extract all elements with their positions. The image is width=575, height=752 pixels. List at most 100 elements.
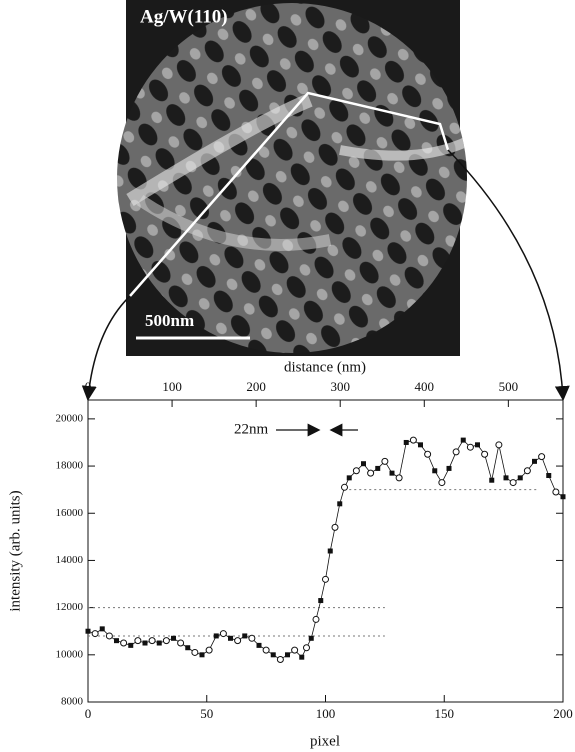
data-point	[495, 441, 503, 449]
data-point	[532, 458, 537, 464]
data-point	[481, 450, 489, 458]
data-point	[299, 654, 305, 660]
y-tick-label: 8000	[61, 696, 84, 708]
data-point	[213, 633, 219, 639]
data-point	[352, 467, 360, 475]
data-point	[503, 475, 509, 481]
x-tick-label: 50	[200, 706, 213, 721]
data-point	[367, 469, 375, 477]
data-point	[308, 635, 314, 641]
y-tick-label: 12000	[56, 601, 84, 613]
x2-tick-label: 300	[330, 379, 350, 394]
data-point	[134, 637, 142, 645]
data-point	[91, 630, 99, 638]
data-point	[418, 442, 423, 448]
y-tick-label: 10000	[56, 648, 84, 660]
data-point	[256, 642, 262, 648]
data-point	[171, 635, 176, 641]
data-point	[489, 477, 495, 483]
data-point	[560, 494, 566, 500]
image-label: Ag/W(110)	[140, 6, 228, 27]
data-point	[177, 639, 185, 647]
data-point	[452, 448, 460, 456]
data-point	[228, 635, 233, 641]
data-point	[191, 648, 199, 656]
data-point	[156, 640, 162, 646]
micrograph: Ag/W(110) 500nm	[117, 0, 467, 356]
data-point	[381, 457, 389, 465]
y-axis-label: intensity (arb. units)	[7, 490, 23, 611]
x2-tick-label: 100	[162, 379, 182, 394]
data-point	[262, 646, 270, 654]
data-point	[538, 453, 546, 461]
x-axis-label: pixel	[310, 733, 340, 749]
data-point	[546, 473, 552, 478]
data-point	[205, 646, 213, 654]
y-tick-label: 16000	[56, 507, 84, 519]
data-point	[291, 646, 299, 654]
data-point	[327, 548, 333, 554]
data-point	[389, 470, 395, 476]
data-point	[322, 575, 329, 583]
data-point	[162, 637, 170, 645]
data-point	[199, 652, 205, 658]
x-tick-label: 150	[435, 706, 455, 721]
data-point	[523, 467, 531, 475]
data-point	[424, 450, 432, 458]
data-point	[105, 632, 113, 640]
data-point	[466, 443, 474, 451]
zoom-arrow	[81, 295, 131, 401]
data-point	[438, 479, 446, 487]
x2-axis-label: distance (nm)	[284, 359, 366, 375]
data-point	[409, 436, 417, 444]
zoom-arrow	[447, 149, 570, 401]
scale-bar-label: 500nm	[145, 311, 194, 330]
data-point	[120, 639, 128, 647]
data-point	[475, 442, 480, 448]
data-point	[142, 640, 148, 646]
data-point	[285, 652, 290, 658]
data-point	[185, 645, 191, 651]
data-point	[446, 465, 452, 471]
data-point	[276, 656, 284, 664]
x-tick-label: 100	[316, 706, 336, 721]
data-point	[509, 479, 517, 487]
data-point	[337, 501, 343, 507]
x2-tick-label: 500	[499, 379, 519, 394]
x2-tick-label: 400	[415, 379, 435, 394]
data-point	[219, 630, 227, 638]
x2-tick-label: 200	[246, 379, 266, 394]
data-point	[403, 439, 409, 445]
data-point	[114, 638, 119, 644]
x2-tick-label: 0	[85, 379, 92, 394]
data-point	[312, 615, 320, 623]
data-point	[432, 468, 438, 474]
data-point	[99, 626, 105, 632]
y-tick-label: 20000	[56, 412, 84, 424]
data-point	[234, 637, 242, 645]
data-point	[242, 633, 248, 639]
annotation: 22nm	[234, 421, 269, 437]
data-point	[148, 637, 156, 645]
y-tick-label: 14000	[56, 554, 84, 566]
data-point	[303, 644, 310, 652]
data-point	[318, 598, 324, 604]
data-point	[517, 475, 523, 481]
data-point	[128, 642, 134, 648]
data-point	[395, 474, 403, 482]
data-point	[85, 628, 91, 634]
data-point	[460, 437, 466, 443]
data-point	[270, 652, 276, 658]
y-tick-label: 18000	[56, 460, 84, 472]
data-point	[346, 475, 352, 481]
x-tick-label: 200	[553, 706, 573, 721]
data-point	[361, 461, 366, 467]
data-point	[552, 488, 560, 496]
data-point	[331, 523, 339, 531]
data-line	[87, 439, 564, 661]
data-point	[248, 634, 256, 642]
data-point	[375, 465, 381, 471]
plot-frame	[87, 399, 564, 703]
data-point	[341, 483, 348, 491]
